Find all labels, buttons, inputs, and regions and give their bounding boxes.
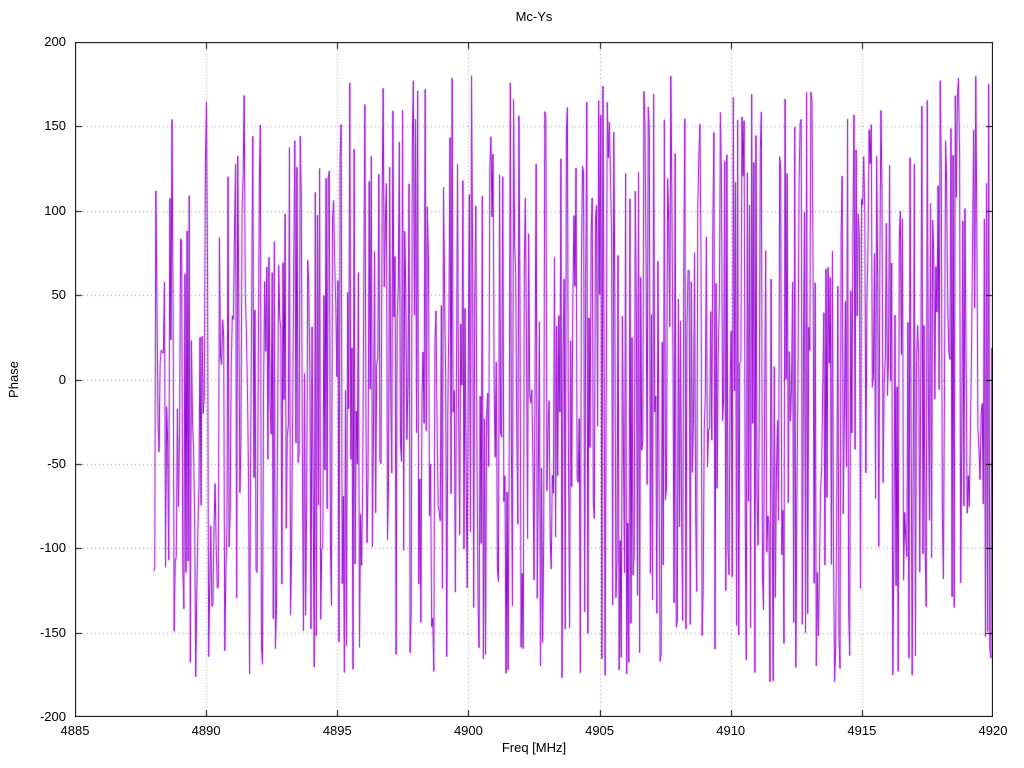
y-tick-label: -50 xyxy=(47,455,66,471)
chart-title: Mc-Ys xyxy=(515,9,553,24)
plot-canvas xyxy=(75,42,993,717)
x-tick-label: 4915 xyxy=(847,723,877,738)
x-tick-label: 4895 xyxy=(322,723,352,738)
x-tick-label: 4900 xyxy=(453,723,483,738)
x-axis-label: Freq [MHz] xyxy=(501,740,567,755)
y-tick-label: 50 xyxy=(51,287,66,303)
y-tick-label: -150 xyxy=(39,624,66,640)
x-tick-label: 4920 xyxy=(978,723,1008,738)
y-tick-label: 200 xyxy=(44,34,66,49)
x-tick-label: 4905 xyxy=(585,723,615,738)
y-tick-label: -100 xyxy=(39,540,66,556)
x-tick-label: 4890 xyxy=(191,723,221,738)
y-tick-label: -200 xyxy=(39,709,66,724)
y-tick-label: 150 xyxy=(44,118,66,134)
x-tick-label: 4910 xyxy=(716,723,746,738)
x-tick-label: 4885 xyxy=(60,723,90,738)
y-tick-label: 0 xyxy=(58,371,66,387)
y-tick-label: 100 xyxy=(44,202,66,218)
